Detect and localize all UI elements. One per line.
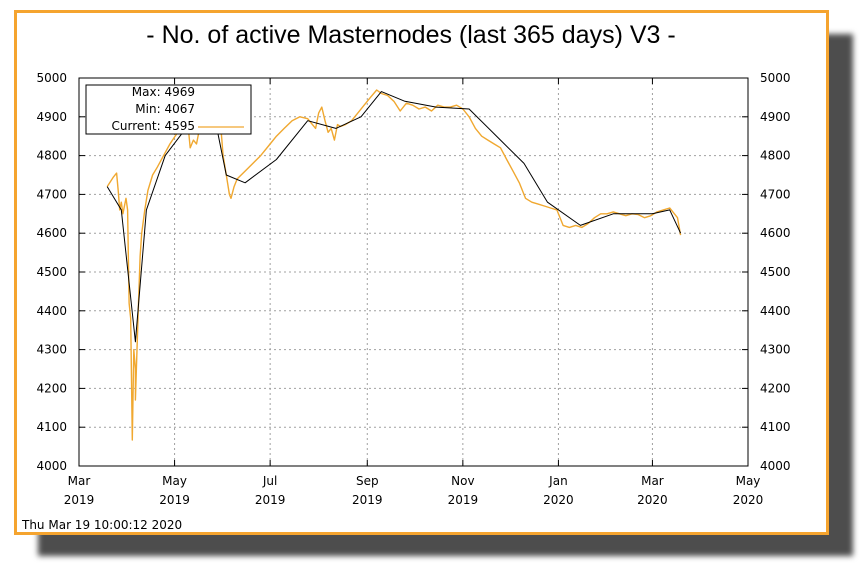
x-tick-month: Jul: [262, 474, 277, 488]
y-axis-right: 4000 4100 4200 4300 4400 4500 4600 4700 4800 4900…: [742, 71, 791, 473]
y-tick-label: 4300: [760, 343, 791, 357]
x-tick-year: 2020: [733, 493, 764, 507]
y-tick-label: 4900: [36, 110, 67, 124]
x-tick-month: Mar: [641, 474, 664, 488]
x-axis: Mar 2019 May 2019 Jul 2019 Sep 2019 Nov 2019 Jan 20…: [64, 78, 764, 507]
chart-title: - No. of active Masternodes (last 365 da…: [146, 21, 675, 49]
legend-box: [85, 84, 252, 135]
y-tick-label: 4000: [36, 459, 67, 473]
legend-max: Max: 4969: [132, 85, 195, 99]
y-tick-label: 4900: [760, 110, 791, 124]
series-layer: [106, 89, 682, 441]
y-tick-label: 4400: [36, 304, 67, 318]
y-tick-label: 4800: [760, 149, 791, 163]
x-tick-month: Nov: [451, 474, 474, 488]
y-tick-label: 4500: [760, 265, 791, 279]
y-tick-label: 4700: [760, 187, 791, 201]
x-tick-year: 2019: [159, 493, 190, 507]
x-tick-month: Mar: [68, 474, 91, 488]
x-tick-year: 2019: [352, 493, 383, 507]
y-tick-label: 4400: [760, 304, 791, 318]
y-tick-label: 4700: [36, 187, 67, 201]
x-tick-month: May: [162, 474, 187, 488]
y-tick-label: 5000: [760, 71, 791, 85]
y-axis-left: 4000 4100 4200 4300 4400 4500 4600 4700 4800 4900…: [36, 71, 85, 473]
legend-min: Min: 4067: [135, 102, 195, 116]
y-tick-label: 4600: [760, 226, 791, 240]
legend-current: Current: 4595: [112, 119, 195, 133]
x-tick-year: 2019: [255, 493, 286, 507]
y-tick-label: 5000: [36, 71, 67, 85]
x-tick-month: Jan: [548, 474, 568, 488]
x-tick-year: 2019: [448, 493, 479, 507]
y-tick-label: 4100: [760, 420, 791, 434]
y-tick-label: 4300: [36, 343, 67, 357]
series-line-smooth: [106, 91, 682, 343]
timestamp: Thu Mar 19 10:00:12 2020: [21, 518, 182, 532]
x-tick-month: Sep: [356, 474, 379, 488]
y-tick-label: 4200: [36, 381, 67, 395]
y-tick-label: 4100: [36, 420, 67, 434]
x-tick-year: 2020: [543, 493, 574, 507]
y-tick-label: 4800: [36, 149, 67, 163]
y-tick-label: 4200: [760, 381, 791, 395]
y-tick-label: 4000: [760, 459, 791, 473]
y-tick-label: 4500: [36, 265, 67, 279]
x-tick-month: May: [736, 474, 761, 488]
series-line-raw: [106, 89, 682, 441]
y-tick-label: 4600: [36, 226, 67, 240]
legend: Max: 4969 Min: 4067 Current: 4595: [85, 84, 252, 135]
x-tick-year: 2019: [64, 493, 95, 507]
x-tick-year: 2020: [637, 493, 668, 507]
